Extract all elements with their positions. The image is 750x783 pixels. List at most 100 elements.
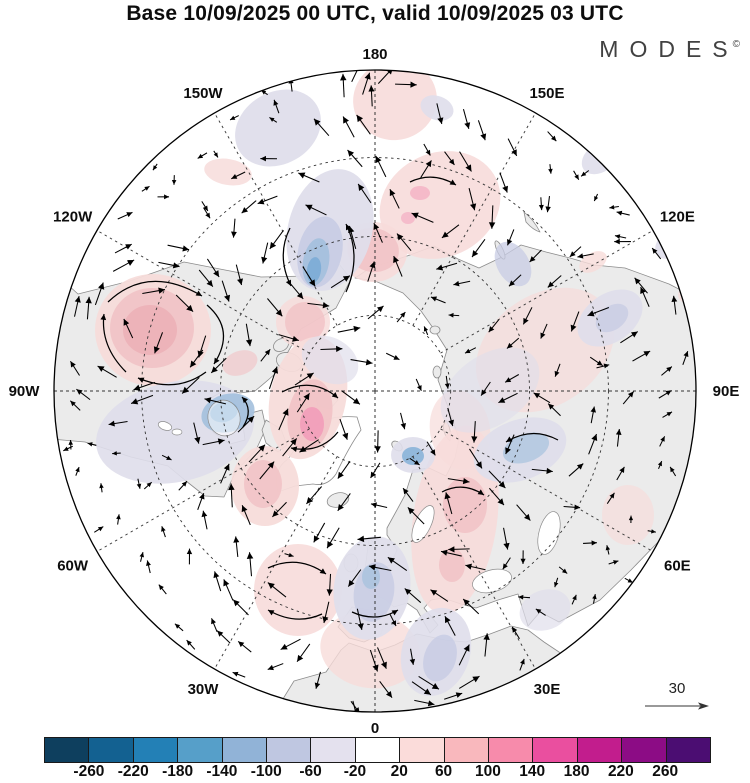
- wind-arrows: [63, 70, 689, 712]
- wind-arrow-head: [213, 270, 220, 277]
- wind-arrow-head: [393, 256, 399, 264]
- map-boundary-circle: [53, 69, 697, 713]
- wind-arrow-head: [488, 222, 496, 229]
- wind-arrow-head: [97, 526, 104, 532]
- wind-arrow-head: [498, 481, 506, 489]
- modes-logo: MODES©: [599, 36, 740, 63]
- wind-arrow-head: [576, 463, 584, 470]
- curved-wind-arrow: [206, 304, 225, 365]
- curved-wind-arrow-head: [346, 224, 352, 231]
- wind-arrow-head: [425, 160, 432, 168]
- wind-arrow-head: [116, 514, 121, 520]
- colorbar-cell-12: [576, 738, 622, 762]
- wind-arrow-head: [326, 589, 333, 596]
- curved-wind-arrow-head: [138, 377, 145, 383]
- wind-arrow-head: [508, 280, 515, 287]
- wind-arrow-head: [146, 482, 152, 488]
- wind-arrow-head: [423, 326, 429, 332]
- wind-arrow-head: [231, 173, 238, 179]
- curved-wind-arrow: [107, 280, 203, 303]
- anomaly-blob: [423, 634, 457, 682]
- wind-arrow-head: [391, 620, 397, 627]
- wind-arrow-head: [313, 535, 320, 543]
- wind-arrow-head: [502, 563, 508, 570]
- anomaly-blob: [502, 432, 550, 464]
- curved-wind-arrow: [281, 384, 339, 399]
- wind-arrow-head: [280, 643, 288, 650]
- wind-arrow-head: [356, 114, 364, 123]
- colorbar-tick-label: 100: [474, 763, 501, 780]
- wind-arrow-head: [174, 623, 181, 629]
- curved-wind-arrow-head: [268, 610, 275, 616]
- wind-arrow-head: [369, 261, 376, 269]
- colorbar-cell-2: [132, 738, 178, 762]
- anomaly-blob: [579, 251, 607, 273]
- wind-arrow-head: [614, 234, 621, 239]
- wind-arrow-head: [146, 560, 151, 567]
- curved-wind-arrow-head: [391, 610, 398, 616]
- wind-arrow-head: [126, 259, 135, 266]
- wind-arrow-head: [448, 312, 454, 318]
- wind-arrow-head: [74, 296, 81, 303]
- anomaly-blob: [379, 151, 501, 259]
- wind-arrow-head: [112, 451, 117, 456]
- wind-arrow-head: [475, 461, 482, 469]
- curved-wind-arrow-head: [285, 279, 291, 286]
- wind-arrow-head: [290, 438, 297, 446]
- lon-label-30E: 30E: [534, 681, 561, 698]
- colorbar-cell-7: [354, 738, 400, 762]
- reference-arrow-head: [698, 702, 709, 710]
- wind-arrow-head: [430, 296, 438, 302]
- wind-arrow-head: [425, 149, 431, 156]
- wind-arrow-head: [233, 536, 240, 543]
- wind-arrow-head: [131, 398, 139, 405]
- reference-arrow: [645, 702, 709, 710]
- lon-label-180: 180: [362, 46, 387, 63]
- wind-arrow-head: [414, 460, 420, 465]
- reference-arrow-value: 30: [668, 680, 686, 697]
- wind-arrow-head: [591, 540, 597, 546]
- wind-arrow-head: [158, 287, 166, 294]
- wind-arrow-head: [630, 331, 638, 338]
- wind-arrow-head: [348, 579, 355, 587]
- wind-arrow-head: [238, 641, 245, 648]
- wind-arrow-head: [403, 488, 409, 495]
- anomaly-blob: [254, 544, 342, 636]
- wind-arrow-head: [437, 117, 444, 125]
- modes-logo-text: MODES: [599, 36, 739, 62]
- wind-arrow-head: [670, 466, 675, 473]
- wind-arrow-head: [481, 389, 487, 396]
- wind-arrow-head: [657, 461, 662, 467]
- wind-arrow-head: [464, 348, 471, 354]
- wind-arrow-head: [547, 281, 554, 288]
- meridian-line: [440, 229, 655, 354]
- wind-arrow-head: [246, 552, 254, 559]
- wind-arrow-head: [569, 251, 576, 257]
- anomaly-blob: [353, 70, 437, 141]
- curved-wind-arrow-head: [449, 179, 456, 185]
- severnaya-zemlya: [432, 365, 442, 379]
- wind-arrow-head: [171, 179, 177, 185]
- colorbar: [44, 737, 711, 763]
- wind-arrow-head: [97, 366, 105, 372]
- wind-arrow-head: [660, 436, 665, 442]
- wind-arrow-head: [453, 280, 460, 287]
- wind-arrow-head: [70, 361, 76, 368]
- wind-arrow-head: [305, 204, 313, 211]
- wind-arrow-head: [591, 434, 598, 441]
- wind-arrow-head: [232, 671, 239, 677]
- wind-arrow-head: [502, 185, 509, 193]
- wind-arrow-head: [340, 73, 347, 81]
- meridian-line: [213, 111, 338, 326]
- great-lakes: [157, 421, 173, 431]
- wind-arrow-head: [430, 449, 436, 456]
- anomaly-blob: [439, 548, 465, 582]
- wind-arrow-head: [223, 579, 230, 587]
- wind-arrow-head: [628, 515, 634, 521]
- wind-arrow-head: [327, 540, 334, 549]
- wind-arrow-head: [386, 70, 393, 75]
- colorbar-tick-label: -260: [73, 763, 105, 780]
- wind-arrow-head: [444, 383, 450, 389]
- wind-arrow-head: [538, 204, 544, 211]
- wind-arrow-head: [261, 90, 267, 95]
